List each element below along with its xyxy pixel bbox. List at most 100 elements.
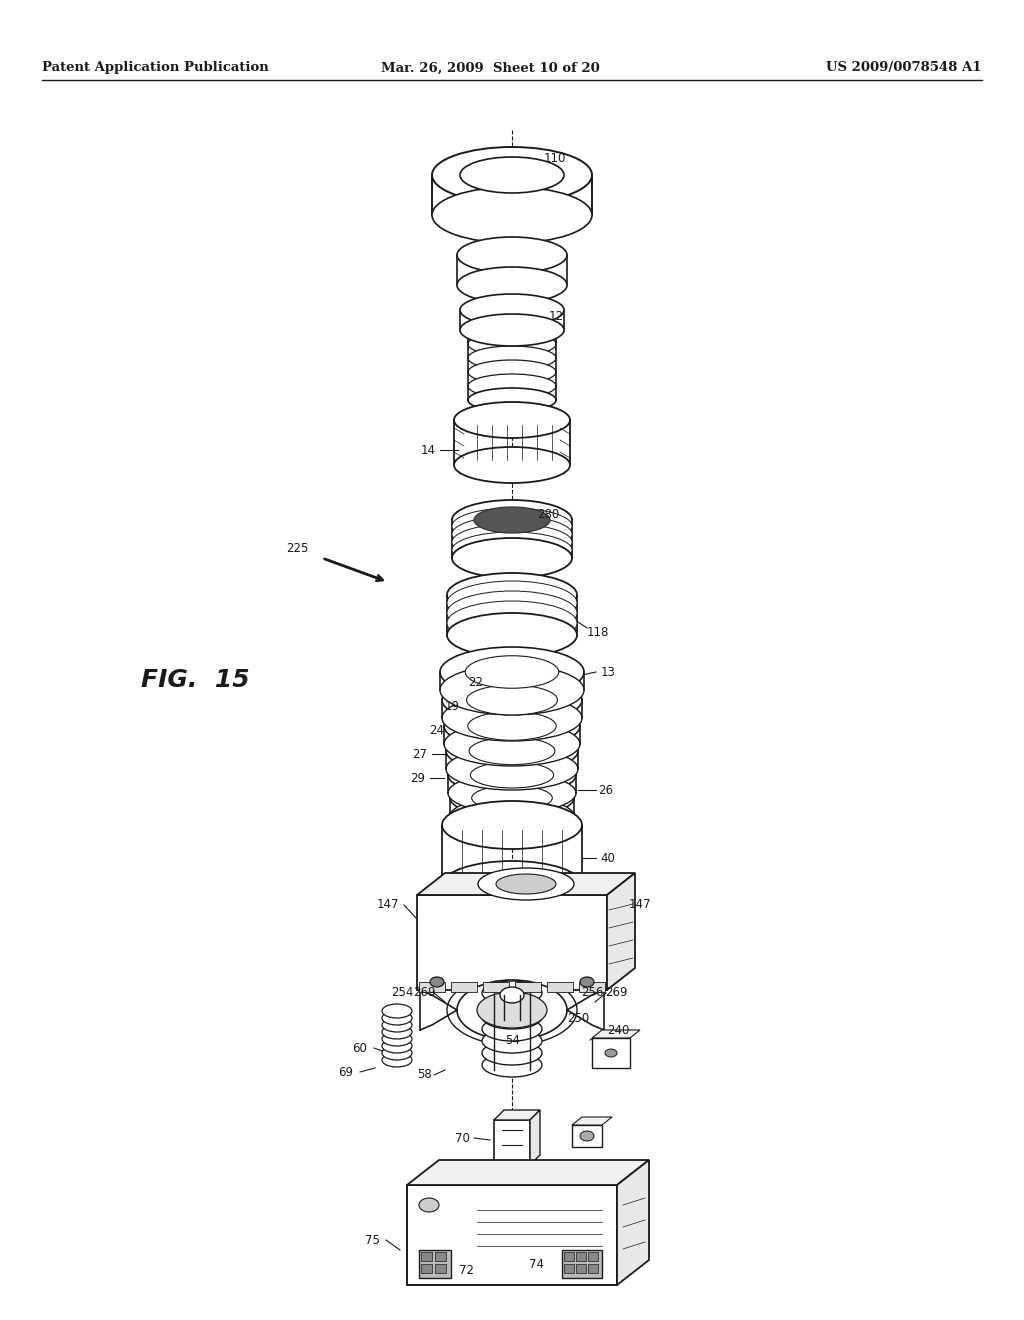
Text: 26: 26 — [598, 784, 613, 796]
Bar — [421, 1265, 432, 1272]
Ellipse shape — [447, 591, 577, 635]
Ellipse shape — [465, 656, 559, 688]
Ellipse shape — [482, 1030, 542, 1053]
Bar — [579, 982, 605, 993]
Text: 110: 110 — [544, 152, 566, 165]
Ellipse shape — [452, 539, 572, 578]
Text: 280: 280 — [537, 507, 559, 520]
Ellipse shape — [469, 738, 555, 764]
Ellipse shape — [447, 975, 577, 1045]
Ellipse shape — [470, 762, 554, 788]
Bar — [419, 982, 445, 993]
Bar — [435, 1265, 446, 1272]
Text: 60: 60 — [352, 1041, 368, 1055]
Bar — [588, 1265, 598, 1272]
Ellipse shape — [457, 238, 567, 273]
Text: 14: 14 — [421, 444, 435, 457]
Text: 75: 75 — [365, 1233, 380, 1246]
Ellipse shape — [457, 979, 567, 1040]
Ellipse shape — [500, 987, 524, 1003]
Ellipse shape — [382, 1005, 412, 1018]
Polygon shape — [592, 1030, 640, 1038]
Ellipse shape — [482, 1005, 542, 1030]
Polygon shape — [530, 1110, 540, 1166]
Text: 118: 118 — [587, 626, 609, 639]
Text: Patent Application Publication: Patent Application Publication — [42, 62, 268, 74]
Bar — [562, 1250, 602, 1278]
Bar — [407, 1185, 617, 1284]
Ellipse shape — [472, 785, 552, 810]
Ellipse shape — [442, 801, 582, 849]
Bar — [564, 1251, 574, 1261]
Ellipse shape — [467, 685, 557, 715]
Text: 225: 225 — [286, 541, 308, 554]
Text: 19: 19 — [444, 700, 460, 713]
Text: 40: 40 — [600, 851, 615, 865]
Ellipse shape — [482, 1016, 542, 1041]
Bar — [547, 982, 573, 993]
Text: 70: 70 — [455, 1131, 469, 1144]
Bar — [483, 982, 509, 993]
Bar — [494, 1119, 530, 1166]
Bar — [435, 1251, 446, 1261]
Ellipse shape — [382, 1039, 412, 1053]
Text: 27: 27 — [413, 747, 427, 760]
Ellipse shape — [382, 1026, 412, 1039]
Text: FIG.  15: FIG. 15 — [140, 668, 249, 692]
Text: 256: 256 — [581, 986, 603, 999]
Ellipse shape — [450, 797, 574, 836]
Ellipse shape — [446, 730, 578, 772]
Ellipse shape — [482, 1053, 542, 1077]
Ellipse shape — [444, 704, 580, 748]
Ellipse shape — [382, 1018, 412, 1032]
Text: 58: 58 — [417, 1068, 431, 1081]
Ellipse shape — [382, 1011, 412, 1026]
Ellipse shape — [468, 388, 556, 412]
Ellipse shape — [468, 711, 556, 741]
Bar — [564, 1265, 574, 1272]
Ellipse shape — [454, 447, 570, 483]
Ellipse shape — [452, 500, 572, 540]
Ellipse shape — [454, 403, 570, 438]
Ellipse shape — [460, 294, 564, 326]
Bar — [417, 895, 607, 990]
Ellipse shape — [457, 267, 567, 304]
Polygon shape — [607, 873, 635, 990]
Ellipse shape — [444, 722, 580, 766]
Text: 69: 69 — [339, 1065, 353, 1078]
Ellipse shape — [447, 581, 577, 624]
Ellipse shape — [482, 981, 542, 1005]
Text: US 2009/0078548 A1: US 2009/0078548 A1 — [826, 62, 982, 74]
Polygon shape — [572, 1117, 612, 1125]
Ellipse shape — [442, 677, 582, 723]
Bar — [419, 1250, 451, 1278]
Polygon shape — [417, 873, 635, 895]
Ellipse shape — [460, 314, 564, 346]
Text: 254: 254 — [391, 986, 414, 999]
Ellipse shape — [442, 861, 582, 909]
Text: 269: 269 — [413, 986, 435, 999]
Ellipse shape — [474, 507, 550, 533]
Ellipse shape — [452, 524, 572, 560]
Ellipse shape — [482, 1041, 542, 1065]
Text: 147: 147 — [377, 899, 399, 912]
Ellipse shape — [447, 601, 577, 645]
Ellipse shape — [449, 755, 575, 795]
Text: 72: 72 — [460, 1263, 474, 1276]
Ellipse shape — [440, 665, 584, 715]
Ellipse shape — [468, 318, 556, 342]
Ellipse shape — [452, 516, 572, 552]
Text: 54: 54 — [506, 1034, 520, 1047]
Polygon shape — [407, 1160, 649, 1185]
Text: 24: 24 — [429, 723, 444, 737]
Ellipse shape — [460, 157, 564, 193]
Text: 250: 250 — [567, 1011, 589, 1024]
Ellipse shape — [382, 1045, 412, 1060]
Bar — [451, 982, 477, 993]
Bar — [421, 1251, 432, 1261]
Text: 269: 269 — [605, 986, 628, 999]
Polygon shape — [494, 1110, 540, 1119]
Ellipse shape — [496, 874, 556, 894]
Text: 147: 147 — [629, 899, 651, 912]
Ellipse shape — [468, 333, 556, 356]
